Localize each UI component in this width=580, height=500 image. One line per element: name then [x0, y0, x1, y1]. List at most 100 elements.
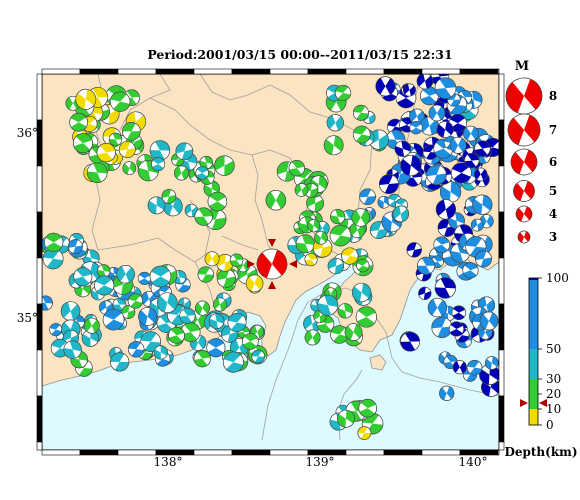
magnitude-legend-symbol-7[interactable] — [503, 109, 544, 150]
event-marker-127[interactable] — [430, 233, 453, 256]
event-marker-76[interactable] — [436, 217, 457, 238]
event-marker-38[interactable] — [401, 81, 418, 98]
event-marker-256[interactable] — [136, 270, 153, 287]
event-marker-388[interactable] — [211, 152, 238, 179]
event-marker-385[interactable] — [199, 155, 215, 170]
magnitude-legend-symbol-6[interactable] — [507, 145, 540, 178]
event-marker-129[interactable] — [465, 236, 487, 258]
event-marker-39[interactable] — [416, 113, 442, 139]
event-marker-374[interactable] — [307, 219, 321, 233]
event-marker-433[interactable] — [171, 163, 191, 183]
magnitude-legend-symbol-8[interactable] — [501, 73, 547, 119]
event-marker-271[interactable] — [70, 264, 96, 290]
event-marker-227[interactable] — [74, 88, 97, 111]
event-marker-333[interactable] — [239, 330, 261, 352]
event-marker-121[interactable] — [449, 303, 468, 322]
highlight-event[interactable] — [247, 239, 297, 289]
highlight-event-beachball[interactable] — [253, 245, 292, 283]
event-marker-67[interactable] — [431, 74, 460, 103]
event-marker-109[interactable] — [462, 150, 482, 170]
event-marker-134[interactable] — [406, 241, 423, 258]
event-marker-99[interactable] — [471, 194, 493, 216]
event-marker-372[interactable] — [262, 187, 289, 214]
event-marker-213[interactable] — [118, 140, 137, 159]
event-marker-141[interactable] — [446, 319, 466, 339]
event-marker-94[interactable] — [472, 165, 490, 183]
event-marker-161[interactable] — [390, 203, 412, 225]
event-marker-183[interactable] — [293, 232, 317, 256]
event-marker-58[interactable] — [378, 174, 399, 195]
event-marker-409[interactable] — [323, 134, 345, 156]
event-marker-341[interactable] — [226, 312, 248, 334]
event-marker-426[interactable] — [161, 188, 178, 205]
event-marker-218[interactable] — [93, 139, 119, 165]
magnitude-legend-symbol-5[interactable] — [511, 178, 538, 205]
event-marker-205[interactable] — [121, 160, 137, 176]
event-marker-366[interactable] — [304, 192, 327, 215]
event-marker-427[interactable] — [147, 196, 166, 215]
event-marker-432[interactable] — [149, 155, 168, 174]
event-marker-185[interactable] — [326, 256, 346, 277]
event-marker-319[interactable] — [153, 345, 168, 360]
magnitude-legend-symbol-4[interactable] — [514, 204, 535, 225]
event-marker-215[interactable] — [84, 159, 111, 186]
event-marker-212[interactable] — [108, 90, 132, 114]
event-marker-189[interactable] — [313, 230, 329, 246]
event-marker-113[interactable] — [414, 254, 438, 278]
event-marker-412[interactable] — [352, 124, 372, 144]
event-marker-95[interactable] — [439, 181, 462, 203]
event-marker-365[interactable] — [357, 426, 372, 440]
event-marker-219[interactable] — [69, 130, 96, 157]
event-marker-400[interactable] — [228, 251, 246, 269]
event-marker-182[interactable] — [328, 207, 347, 226]
event-marker-317[interactable] — [127, 341, 145, 358]
event-marker-59[interactable] — [394, 140, 412, 158]
event-marker-239[interactable] — [36, 293, 55, 312]
event-marker-108[interactable] — [471, 138, 493, 160]
event-marker-431[interactable] — [174, 141, 195, 162]
event-marker-347[interactable] — [302, 327, 324, 348]
event-marker-370[interactable] — [286, 157, 308, 179]
event-marker-413[interactable] — [334, 84, 353, 103]
event-marker-337[interactable] — [221, 349, 246, 374]
event-marker-313[interactable] — [165, 324, 188, 347]
event-marker-349[interactable] — [351, 282, 372, 303]
event-marker-145[interactable] — [466, 359, 483, 376]
event-marker-105[interactable] — [425, 164, 447, 186]
event-marker-75[interactable] — [469, 217, 486, 234]
event-marker-340[interactable] — [208, 313, 225, 330]
event-marker-297[interactable] — [177, 319, 204, 346]
event-marker-338[interactable] — [251, 349, 265, 364]
event-marker-240[interactable] — [67, 238, 84, 255]
event-marker-63[interactable] — [372, 73, 398, 99]
event-marker-423[interactable] — [61, 338, 83, 360]
event-marker-137[interactable] — [397, 328, 423, 354]
event-marker-242[interactable] — [57, 298, 84, 325]
event-marker-383[interactable] — [198, 168, 217, 187]
event-marker-181[interactable] — [340, 247, 359, 266]
event-marker-294[interactable] — [127, 292, 145, 310]
event-marker-100[interactable] — [461, 124, 481, 144]
event-marker-188[interactable] — [349, 205, 373, 229]
event-marker-429[interactable] — [146, 137, 173, 164]
magnitude-legend-symbol-3[interactable] — [516, 229, 531, 244]
event-marker-416[interactable] — [81, 315, 102, 336]
event-marker-52[interactable] — [447, 93, 461, 107]
event-marker-136[interactable] — [474, 249, 493, 268]
event-marker-314[interactable] — [211, 295, 230, 314]
event-marker-21[interactable] — [396, 114, 417, 135]
event-marker-384[interactable] — [191, 204, 216, 229]
event-marker-106[interactable] — [432, 196, 460, 224]
event-marker-287[interactable] — [146, 262, 174, 290]
event-marker-40[interactable] — [426, 102, 448, 124]
event-marker-66[interactable] — [435, 120, 454, 139]
event-marker-364[interactable] — [337, 409, 355, 428]
event-marker-307[interactable] — [193, 299, 211, 317]
event-marker-53[interactable] — [408, 119, 425, 136]
event-marker-225[interactable] — [66, 110, 90, 134]
event-marker-387[interactable] — [193, 164, 211, 182]
event-marker-421[interactable] — [110, 352, 130, 372]
event-marker-286[interactable] — [92, 273, 117, 298]
event-marker-135[interactable] — [424, 295, 450, 321]
event-marker-356[interactable] — [337, 302, 354, 319]
